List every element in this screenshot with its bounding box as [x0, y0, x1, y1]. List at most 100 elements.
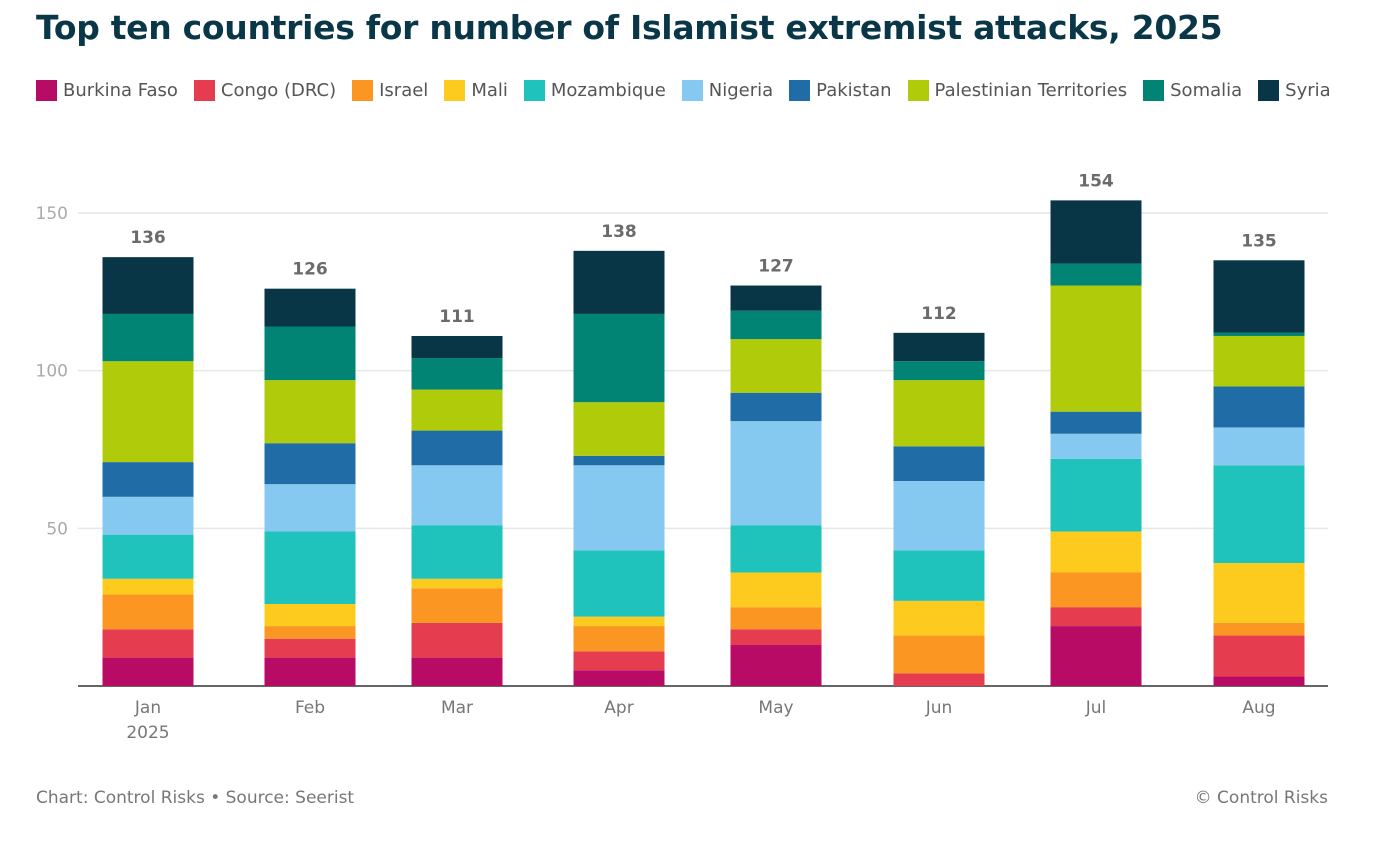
bar-segment[interactable] [893, 361, 985, 381]
bar-segment[interactable] [730, 310, 822, 340]
bar-segment[interactable] [893, 550, 985, 601]
bar-segment[interactable] [411, 335, 503, 359]
bar-segment[interactable] [264, 638, 356, 658]
bar-segment[interactable] [730, 339, 822, 393]
bar-segment[interactable] [1213, 465, 1305, 564]
bar-segment[interactable] [102, 594, 194, 630]
bar-segment[interactable] [411, 358, 503, 390]
bar-segment[interactable] [264, 380, 356, 444]
bar-segment[interactable] [102, 313, 194, 362]
bar-segment[interactable] [573, 250, 665, 314]
bar-segment[interactable] [1050, 458, 1142, 532]
total-label: 112 [921, 304, 957, 324]
bar-segment[interactable] [1050, 626, 1142, 686]
bar-segment[interactable] [1213, 260, 1305, 333]
bar-segment[interactable] [893, 332, 985, 362]
bar-segment[interactable] [573, 670, 665, 686]
bar-segment[interactable] [1213, 427, 1305, 466]
bar-segment[interactable] [1213, 386, 1305, 428]
bar-segment[interactable] [573, 455, 665, 466]
bar-segment[interactable] [102, 657, 194, 686]
bar-segment[interactable] [411, 465, 503, 526]
total-label: 127 [758, 257, 794, 277]
legend-item[interactable]: Burkina Faso [36, 78, 178, 102]
bar-segment[interactable] [264, 531, 356, 605]
bar-segment[interactable] [730, 421, 822, 526]
bar-segment[interactable] [730, 607, 822, 630]
bar-segment[interactable] [573, 616, 665, 627]
legend-label: Palestinian Territories [934, 79, 1128, 101]
legend-item[interactable]: Palestinian Territories [907, 78, 1128, 102]
bar-segment[interactable] [730, 645, 822, 686]
legend-item[interactable]: Somalia [1143, 78, 1242, 102]
bar-segment[interactable] [102, 361, 194, 463]
bar-segment[interactable] [893, 380, 985, 447]
bar-segment[interactable] [730, 525, 822, 573]
bar-segment[interactable] [1213, 635, 1305, 677]
legend-item[interactable]: Israel [352, 78, 428, 102]
bar-segment[interactable] [264, 604, 356, 627]
bar-segment[interactable] [264, 626, 356, 639]
bar-segment[interactable] [1213, 622, 1305, 636]
bar-segment[interactable] [1050, 531, 1142, 573]
legend-item[interactable]: Nigeria [681, 78, 773, 102]
bar-segment[interactable] [730, 572, 822, 608]
bar-segment[interactable] [573, 465, 665, 551]
bar-segment[interactable] [1050, 285, 1142, 412]
bar-segment[interactable] [573, 402, 665, 456]
bar-segment[interactable] [411, 657, 503, 686]
bar-segment[interactable] [1213, 335, 1305, 387]
bar-segment[interactable] [102, 629, 194, 658]
bar-segment[interactable] [1050, 411, 1142, 434]
bar-segment[interactable] [1213, 676, 1305, 686]
bar-segment[interactable] [1050, 607, 1142, 627]
bar-segment[interactable] [893, 446, 985, 482]
bar-segment[interactable] [264, 326, 356, 381]
legend-item[interactable]: Syria [1258, 78, 1331, 102]
bar-segment[interactable] [102, 496, 194, 535]
bar-segment[interactable] [573, 313, 665, 403]
total-label: 135 [1241, 231, 1277, 251]
bar-segment[interactable] [1050, 200, 1142, 264]
bar-segment[interactable] [573, 550, 665, 617]
legend-item[interactable]: Pakistan [789, 78, 892, 102]
bar-segment[interactable] [411, 588, 503, 623]
bar-segment[interactable] [1050, 572, 1142, 608]
bar-segment[interactable] [893, 481, 985, 551]
bar-segment[interactable] [102, 534, 194, 579]
bar-segment[interactable] [264, 657, 356, 686]
bar-segment[interactable] [1050, 263, 1142, 286]
bar-segment[interactable] [893, 673, 985, 686]
chart-title: Top ten countries for number of Islamist… [36, 8, 1223, 47]
bar-segment[interactable] [1213, 332, 1305, 336]
bar-segment[interactable] [730, 629, 822, 646]
bar-segment[interactable] [1213, 563, 1305, 623]
bar-segment[interactable] [1050, 433, 1142, 459]
legend-swatch [352, 79, 374, 101]
bar-segment[interactable] [411, 578, 503, 589]
bar-segment[interactable] [730, 392, 822, 422]
bar-segment[interactable] [411, 389, 503, 431]
legend-item[interactable]: Congo (DRC) [193, 78, 336, 102]
bar-segment[interactable] [411, 622, 503, 658]
bar-segment[interactable] [573, 626, 665, 652]
bar-segment[interactable] [411, 525, 503, 579]
legend-swatch [444, 79, 466, 101]
bar-segment[interactable] [102, 257, 194, 314]
bar-segment[interactable] [730, 285, 822, 311]
x-tick-label: Feb [295, 698, 325, 718]
bar-segment[interactable] [893, 635, 985, 674]
bar-segment[interactable] [102, 462, 194, 497]
legend-swatch [1143, 79, 1165, 101]
x-tick-label: Apr [604, 698, 633, 718]
bar-segment[interactable] [102, 578, 194, 595]
bar-segment[interactable] [893, 600, 985, 636]
bar-segment[interactable] [264, 288, 356, 327]
legend-item[interactable]: Mali [444, 78, 508, 102]
legend-item[interactable]: Mozambique [523, 78, 666, 102]
bar-segment[interactable] [573, 651, 665, 671]
bar-segment[interactable] [411, 430, 503, 466]
bar-segment[interactable] [264, 443, 356, 485]
x-tick-label: Jun [925, 698, 953, 718]
bar-segment[interactable] [264, 484, 356, 532]
